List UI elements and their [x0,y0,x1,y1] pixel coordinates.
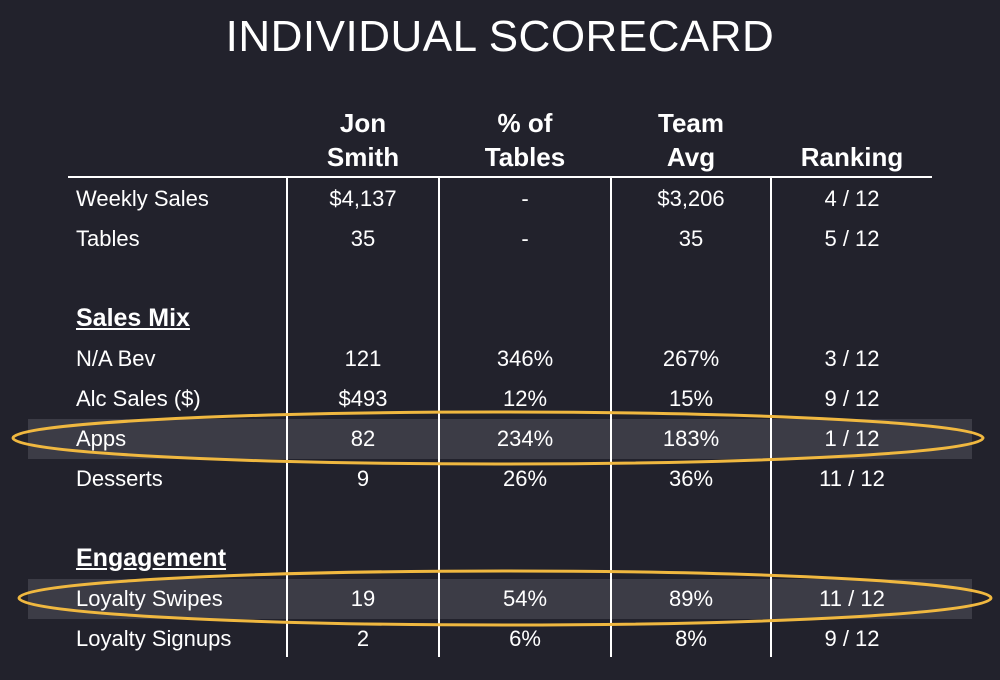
row-label: Tables [76,226,140,251]
cell-team: 183% [662,426,720,451]
cell-pct: 54% [502,586,548,611]
cell-rank: 11 / 12 [819,466,885,491]
header-divider [68,176,932,178]
row-label: Weekly Sales [76,186,209,211]
cell-person: 82 [350,426,376,451]
section-heading-engagement: Engagement [76,544,227,572]
cell-pct: - [521,226,529,251]
table-row-na-bev: N/A Bev 121 346% 267% 3 / 12 [0,339,1000,379]
cell-pct: 26% [502,466,548,491]
row-label: Alc Sales ($) [76,386,201,411]
cell-pct: - [521,186,529,211]
header-ranking: Ranking [800,142,904,172]
cell-rank: 11 / 12 [819,586,885,611]
cell-pct: 6% [509,626,541,651]
cell-pct: 12% [502,386,548,411]
cell-person: 2 [356,626,370,651]
cell-team: 8% [675,626,707,651]
row-label: N/A Bev [76,346,156,371]
header-pct-line1: % of [497,108,553,138]
cell-person: 19 [350,586,376,611]
cell-team: 36% [668,466,714,491]
cell-person: 121 [344,346,382,371]
table-row-tables: Tables 35 - 35 5 / 12 [0,219,1000,259]
cell-person: 9 [356,466,370,491]
header-team-line1: Team [658,108,724,138]
cell-rank: 9 / 12 [824,626,880,651]
cell-person: 35 [350,226,376,251]
header-person-line2: Smith [326,142,400,172]
cell-team: $3,206 [657,186,725,211]
cell-team: 267% [662,346,720,371]
cell-team: 89% [668,586,714,611]
table-row-loyalty-swipes: Loyalty Swipes 19 54% 89% 11 / 12 [0,579,1000,619]
cell-team: 35 [678,226,704,251]
table-row-alc-sales: Alc Sales ($) $493 12% 15% 9 / 12 [0,379,1000,419]
header-person: Jon Smith [288,106,438,174]
cell-pct: 346% [496,346,554,371]
table-row-desserts: Desserts 9 26% 36% 11 / 12 [0,459,1000,499]
cell-rank: 3 / 12 [824,346,880,371]
header-person-line1: Jon [339,108,387,138]
cell-rank: 9 / 12 [824,386,880,411]
cell-pct: 234% [496,426,554,451]
table-row-loyalty-signups: Loyalty Signups 2 6% 8% 9 / 12 [0,619,1000,659]
table-row-apps: Apps 82 234% 183% 1 / 12 [0,419,1000,459]
header-team-line2: Avg [666,142,716,172]
page-title: INDIVIDUAL SCORECARD [225,12,775,61]
cell-person: $493 [338,386,388,411]
header-team-avg: Team Avg [612,106,770,174]
row-label: Desserts [76,466,163,491]
header-pct-tables: % of Tables [440,106,610,174]
header-pct-line2: Tables [484,142,566,172]
cell-rank: 4 / 12 [824,186,880,211]
cell-person: $4,137 [329,186,397,211]
cell-rank: 5 / 12 [824,226,880,251]
section-heading-sales-mix: Sales Mix [76,304,190,332]
row-label: Apps [76,426,127,451]
cell-rank: 1 / 12 [824,426,880,451]
cell-team: 15% [668,386,714,411]
row-label: Loyalty Swipes [76,586,223,611]
row-label: Loyalty Signups [76,626,232,651]
table-row-weekly-sales: Weekly Sales $4,137 - $3,206 4 / 12 [0,179,1000,219]
